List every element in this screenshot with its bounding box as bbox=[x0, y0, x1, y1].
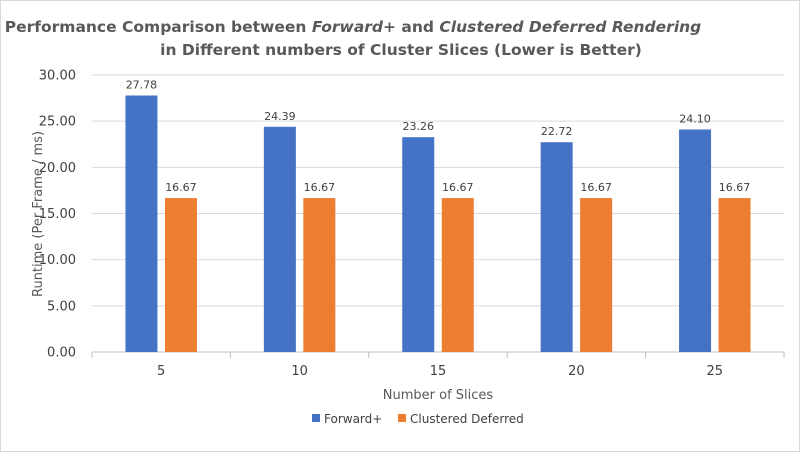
x-tick-label: 5 bbox=[157, 364, 165, 379]
y-tick-label: 10.00 bbox=[39, 253, 76, 268]
legend-label-clustered-deferred: Clustered Deferred bbox=[410, 412, 524, 426]
bar-forward-plus bbox=[402, 137, 435, 352]
value-label-forward-plus: 22.72 bbox=[541, 125, 573, 138]
bar-clustered-deferred bbox=[164, 198, 197, 352]
value-label-forward-plus: 27.78 bbox=[126, 78, 158, 91]
value-label-clustered-deferred: 16.67 bbox=[165, 181, 197, 194]
y-tick-label: 25.00 bbox=[39, 115, 76, 130]
chart-title-line-1: Performance Comparison between Forward+ … bbox=[5, 18, 702, 36]
value-label-forward-plus: 24.10 bbox=[679, 112, 711, 125]
value-label-clustered-deferred: 16.67 bbox=[304, 181, 336, 194]
bar-forward-plus bbox=[125, 95, 158, 353]
y-tick-label: 0.00 bbox=[47, 346, 76, 361]
value-label-clustered-deferred: 16.67 bbox=[442, 181, 474, 194]
legend-swatch-forward-plus bbox=[312, 414, 320, 422]
chart-title-clustered-deferred: Clustered Deferred Rendering bbox=[439, 18, 701, 36]
y-tick-label: 30.00 bbox=[39, 69, 76, 84]
x-axis-ticks: 5 10 15 20 25 bbox=[91, 352, 785, 379]
x-tick-label: 15 bbox=[430, 364, 447, 379]
x-axis-title: Number of Slices bbox=[383, 388, 494, 403]
chart-title-and: and bbox=[396, 18, 439, 36]
value-label-clustered-deferred: 16.67 bbox=[719, 181, 751, 194]
value-label-forward-plus: 24.39 bbox=[264, 110, 296, 123]
chart-title-forward-plus: Forward+ bbox=[312, 18, 396, 36]
legend-swatch-clustered-deferred bbox=[398, 414, 406, 422]
bar-forward-plus bbox=[263, 126, 296, 352]
legend: Forward+ Clustered Deferred bbox=[312, 412, 524, 426]
x-tick-label: 25 bbox=[707, 364, 724, 379]
value-labels: 27.78 16.67 24.39 16.67 23.26 16.67 22.72 16.67… bbox=[126, 78, 751, 194]
bar-clustered-deferred bbox=[580, 198, 613, 352]
bar-clustered-deferred bbox=[718, 198, 751, 352]
chart-title-line-2: in Different numbers of Cluster Slices (… bbox=[160, 41, 642, 59]
bar-clustered-deferred bbox=[303, 198, 336, 352]
legend-label-forward-plus: Forward+ bbox=[324, 412, 382, 426]
y-tick-label: 5.00 bbox=[47, 299, 76, 314]
bar-clustered-deferred bbox=[441, 198, 474, 352]
y-axis-title: Runtime (Per Frame / ms) bbox=[31, 131, 46, 297]
gridlines bbox=[92, 74, 784, 353]
bars bbox=[125, 95, 751, 353]
y-tick-label: 15.00 bbox=[39, 207, 76, 222]
chart-title-prefix: Performance Comparison between bbox=[5, 18, 312, 36]
y-axis-ticks: 0.00 5.00 10.00 15.00 20.00 25.00 30.00 bbox=[39, 69, 76, 361]
bar-forward-plus bbox=[679, 129, 712, 352]
x-tick-label: 20 bbox=[568, 364, 585, 379]
bar-forward-plus bbox=[540, 142, 573, 352]
y-tick-label: 20.00 bbox=[39, 161, 76, 176]
value-label-forward-plus: 23.26 bbox=[403, 120, 435, 133]
value-label-clustered-deferred: 16.67 bbox=[580, 181, 612, 194]
x-tick-label: 10 bbox=[291, 364, 308, 379]
